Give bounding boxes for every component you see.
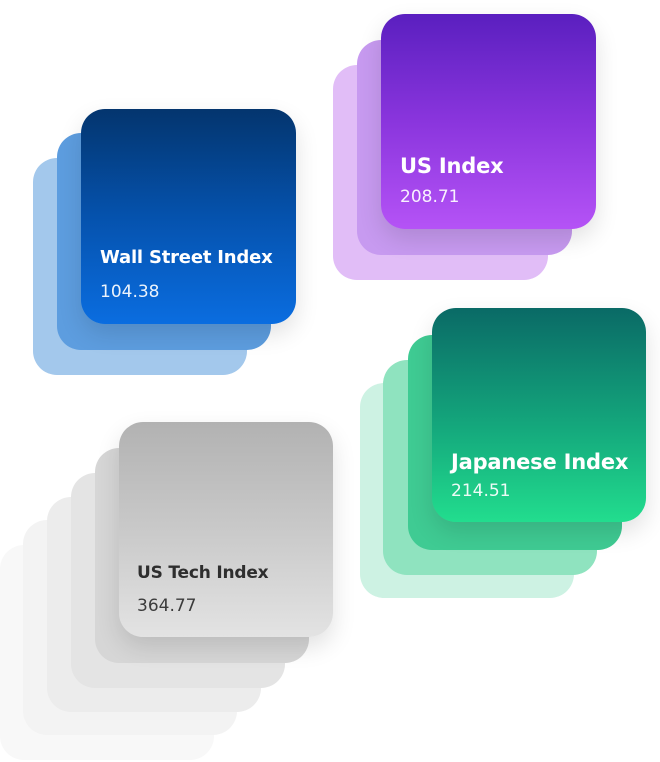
us-middle-layer: [357, 40, 572, 255]
us-back-layer: [333, 65, 548, 280]
us-index-card[interactable]: US Index 208.71: [381, 14, 596, 229]
us-tech-layer-3: [47, 497, 261, 712]
us-tech-layer-4: [71, 473, 285, 688]
us-index-value: 208.71: [400, 187, 460, 207]
japanese-back-layer: [360, 383, 574, 598]
us-tech-index-title: US Tech Index: [137, 563, 269, 583]
wall-street-back-layer: [33, 158, 247, 375]
us-tech-layer-5: [95, 448, 309, 663]
us-tech-layer-1: [0, 545, 214, 760]
japanese-front-layer: [408, 335, 622, 550]
wall-street-index-title: Wall Street Index: [100, 247, 273, 268]
wall-street-middle-layer: [57, 133, 271, 350]
wall-street-index-value: 104.38: [100, 282, 160, 302]
japanese-index-title: Japanese Index: [451, 450, 629, 474]
wall-street-index-card[interactable]: Wall Street Index 104.38: [81, 109, 296, 324]
us-tech-layer-2: [23, 520, 237, 735]
us-index-title: US Index: [400, 154, 504, 178]
japanese-index-value: 214.51: [451, 481, 511, 501]
japanese-middle-layer: [383, 360, 597, 575]
japanese-index-card[interactable]: Japanese Index 214.51: [432, 308, 646, 522]
us-tech-index-card[interactable]: US Tech Index 364.77: [119, 422, 333, 637]
us-tech-index-value: 364.77: [137, 596, 197, 616]
